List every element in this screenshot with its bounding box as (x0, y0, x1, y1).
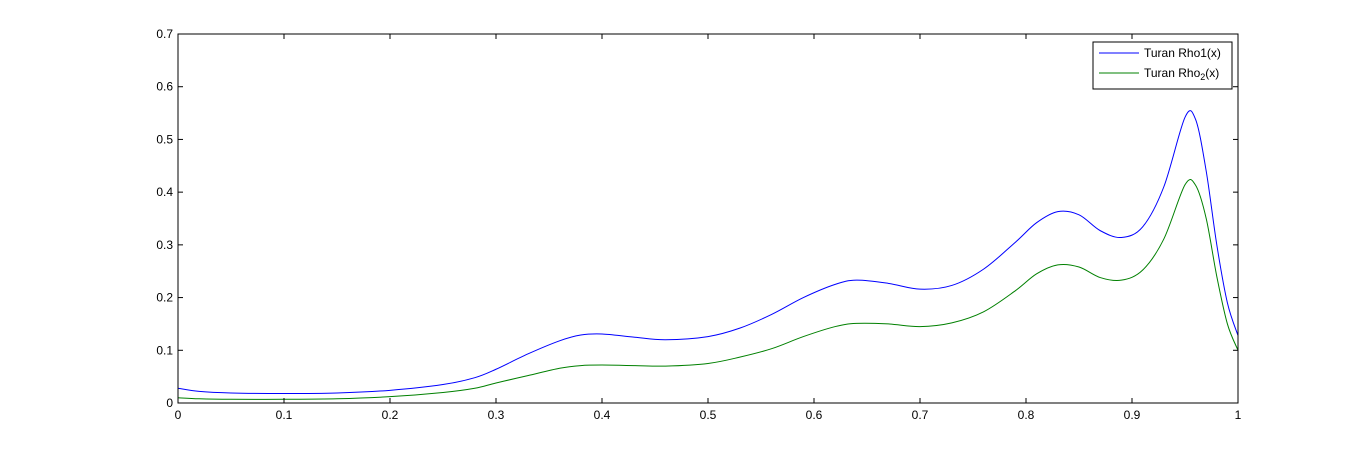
legend: Turan Rho1(x) Turan Rho2(x) (1092, 41, 1233, 90)
x-tick-label: 1 (1235, 408, 1242, 422)
legend-label-rho2-prefix: Turan Rho (1144, 66, 1201, 80)
y-tick-label: 0.2 (156, 291, 173, 305)
y-tick-label: 0.7 (156, 27, 173, 41)
legend-label-rho1: Turan Rho1(x) (1144, 46, 1221, 60)
x-tick-label: 0.2 (382, 408, 399, 422)
y-tick-label: 0.1 (156, 343, 173, 357)
y-tick-label: 0.6 (156, 80, 173, 94)
y-tick-label: 0.4 (156, 185, 173, 199)
legend-label-rho2: Turan Rho2(x) (1144, 66, 1219, 82)
series-line-rho1 (177, 110, 1239, 395)
x-tick-label: 0.1 (276, 408, 293, 422)
tick-layer: 0 0.1 0.2 0.3 0.4 0.5 0.6 0.7 0.8 0.9 1 0 0.1 0.2 0.3 0… (156, 27, 1241, 422)
x-tick-label: 0.9 (1124, 408, 1141, 422)
x-tick-label: 0.7 (912, 408, 929, 422)
plot-area (178, 34, 1238, 403)
y-tick-label: 0.3 (156, 238, 173, 252)
series-line-rho2 (177, 179, 1239, 400)
y-tick-label: 0 (166, 396, 173, 410)
x-tick-label: 0.3 (488, 408, 505, 422)
y-tick-label: 0.5 (156, 132, 173, 146)
x-tick-label: 0.4 (594, 408, 611, 422)
x-tick-label: 0.6 (806, 408, 823, 422)
legend-label-rho2-suffix: (x) (1205, 66, 1219, 80)
series-layer (177, 110, 1239, 400)
x-tick-label: 0.8 (1018, 408, 1035, 422)
legend-label-rho2-subscript: 2 (1200, 72, 1205, 82)
x-tick-label: 0.5 (700, 408, 717, 422)
x-tick-label: 0 (175, 408, 182, 422)
legend-box (1092, 41, 1233, 90)
